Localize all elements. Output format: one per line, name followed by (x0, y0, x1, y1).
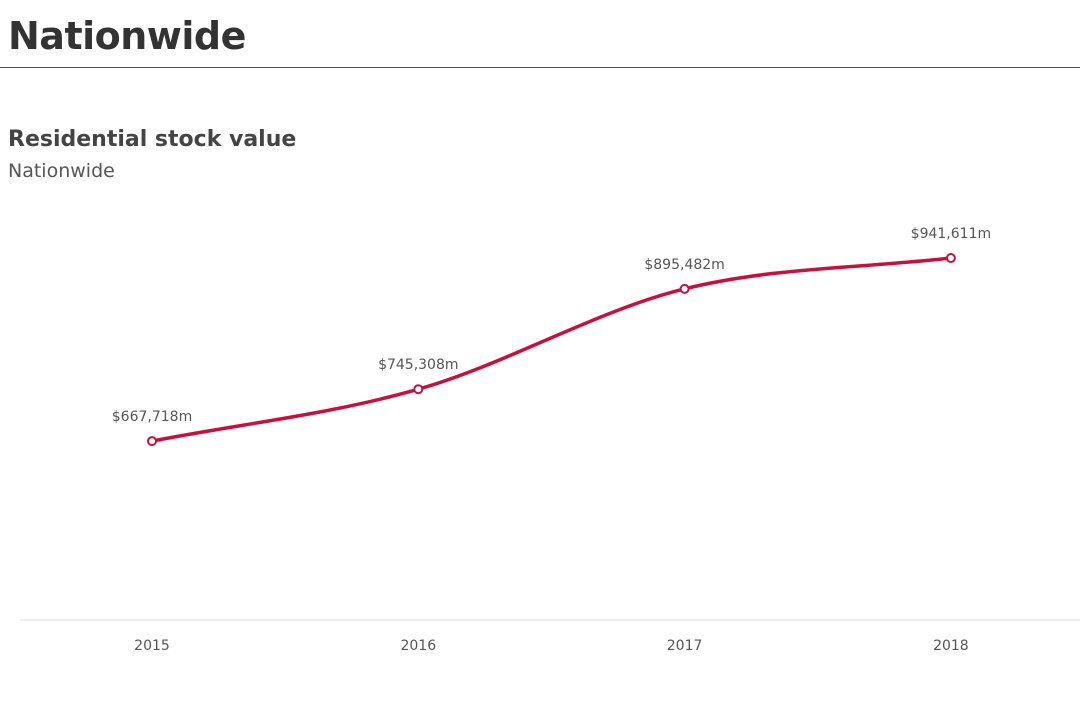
data-label: $895,482m (644, 257, 724, 273)
x-tick-label: 2018 (933, 638, 969, 654)
data-point[interactable] (679, 283, 690, 294)
x-tick-label: 2015 (134, 638, 170, 654)
title-divider (0, 67, 1080, 68)
data-point[interactable] (147, 436, 157, 447)
page-title: Nationwide (8, 14, 246, 58)
x-tick-label: 2017 (667, 638, 703, 654)
x-tick-label: 2016 (400, 638, 436, 654)
data-point[interactable] (413, 384, 424, 395)
series-line (151, 256, 952, 443)
data-point[interactable] (945, 253, 956, 264)
data-label: $941,611m (911, 226, 991, 242)
chart-title: Residential stock value (8, 127, 297, 152)
data-label: $667,718m (112, 409, 192, 425)
chart-subtitle: Nationwide (8, 160, 115, 182)
data-label: $745,308m (378, 357, 458, 373)
